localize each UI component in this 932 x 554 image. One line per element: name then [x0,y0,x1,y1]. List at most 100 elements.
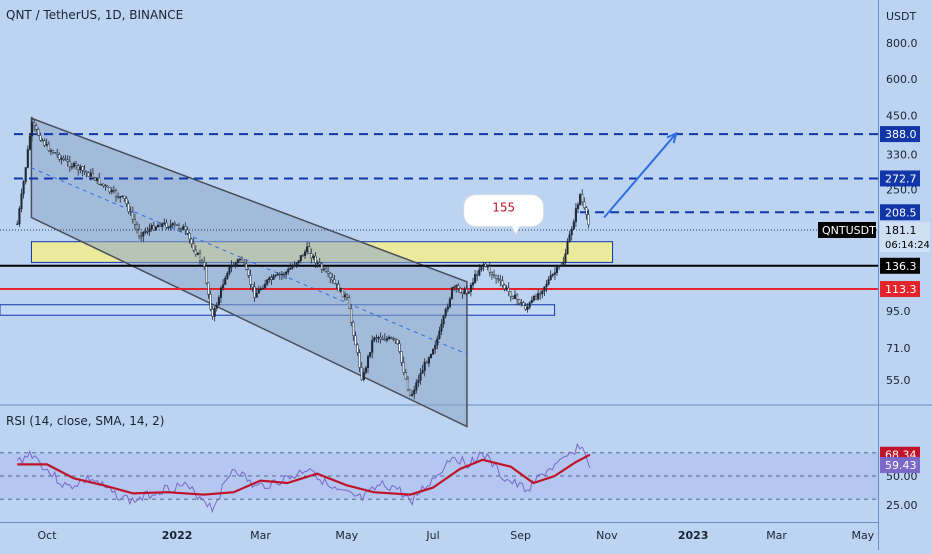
candle [503,283,506,292]
candle [226,271,229,280]
candle [585,206,588,220]
candle-body [186,229,189,234]
candle [247,267,250,279]
candle-body [163,222,166,225]
candle-body [226,273,229,279]
candle-body [211,308,214,317]
candle-body [377,337,380,339]
candle-body [150,225,153,229]
candle-body [135,224,139,230]
candle [87,171,90,177]
candle-body [26,149,29,168]
candle [146,226,149,235]
candle-body [222,284,225,289]
candle-body [266,279,269,285]
candle-body [268,277,271,281]
candle [375,334,378,343]
candle-body [545,283,548,288]
candle [574,203,577,227]
current-price-label: 181.1 [885,224,917,237]
candle [144,227,147,235]
candle-body [89,172,92,177]
candle [490,271,493,280]
candle [117,192,120,200]
candle [133,213,136,230]
candle-body [335,283,338,285]
candle-body [406,378,409,391]
candle-body [37,129,40,136]
candle-body [238,258,241,261]
candle-body [448,298,451,308]
candle [438,326,441,340]
candle [68,155,71,172]
candle [482,262,485,272]
candle [257,285,260,294]
candle-body [83,170,86,172]
time-tick-label: Mar [250,529,271,542]
candle [308,242,311,254]
candle-body [457,285,460,289]
candle-body [440,323,443,332]
candle [507,282,510,297]
symbol-label: QNTUSDT [822,224,876,237]
candle [541,290,544,299]
candle-body [108,186,111,193]
candle-body [282,273,286,276]
candle [427,355,430,368]
candle [467,290,470,295]
candle-body [232,265,235,267]
candle [192,238,195,253]
price-level-label: 388.0 [885,128,917,141]
candle-body [492,274,496,277]
candle [150,223,153,232]
current-price-tag [880,221,930,252]
candle-body [228,267,231,274]
candle-body [392,338,395,340]
candle [459,287,462,294]
candle [159,222,162,227]
price-tick-label: 95.0 [886,305,911,318]
candle-body [568,234,571,243]
candle [377,335,380,343]
candle-body [104,185,107,187]
candle [291,263,294,270]
candle-body [190,238,193,245]
candle-body [81,166,84,171]
candle [379,332,382,344]
candle-body [455,285,458,288]
price-tick-label: 55.0 [886,374,911,387]
time-tick-label: May [851,529,874,542]
candle-body [287,269,290,273]
candle [49,148,52,156]
candle [404,368,407,380]
candle [532,294,535,302]
candle [20,188,23,213]
candle-body [270,277,273,280]
candle-body [167,226,170,229]
candle-body [207,282,210,295]
time-tick-label: Nov [596,529,618,542]
candle-body [572,221,575,230]
candle-body [276,273,279,276]
candle [125,196,128,208]
candle-body [85,171,88,173]
candle [259,286,262,292]
candle-body [100,183,103,186]
candle-body [112,190,115,192]
candle [398,340,401,354]
candle [219,285,223,303]
candle [383,333,386,341]
candle-body [165,222,168,228]
candle-body [423,361,426,371]
candle-body [47,143,50,152]
candle [534,293,538,301]
candle [528,301,531,310]
candle [333,274,336,284]
candle-body [503,284,506,289]
candle [112,185,115,194]
candle-body [138,228,141,237]
candle-body [127,203,130,212]
candle-body [356,344,359,353]
price-tick-label: 450.0 [886,109,918,122]
